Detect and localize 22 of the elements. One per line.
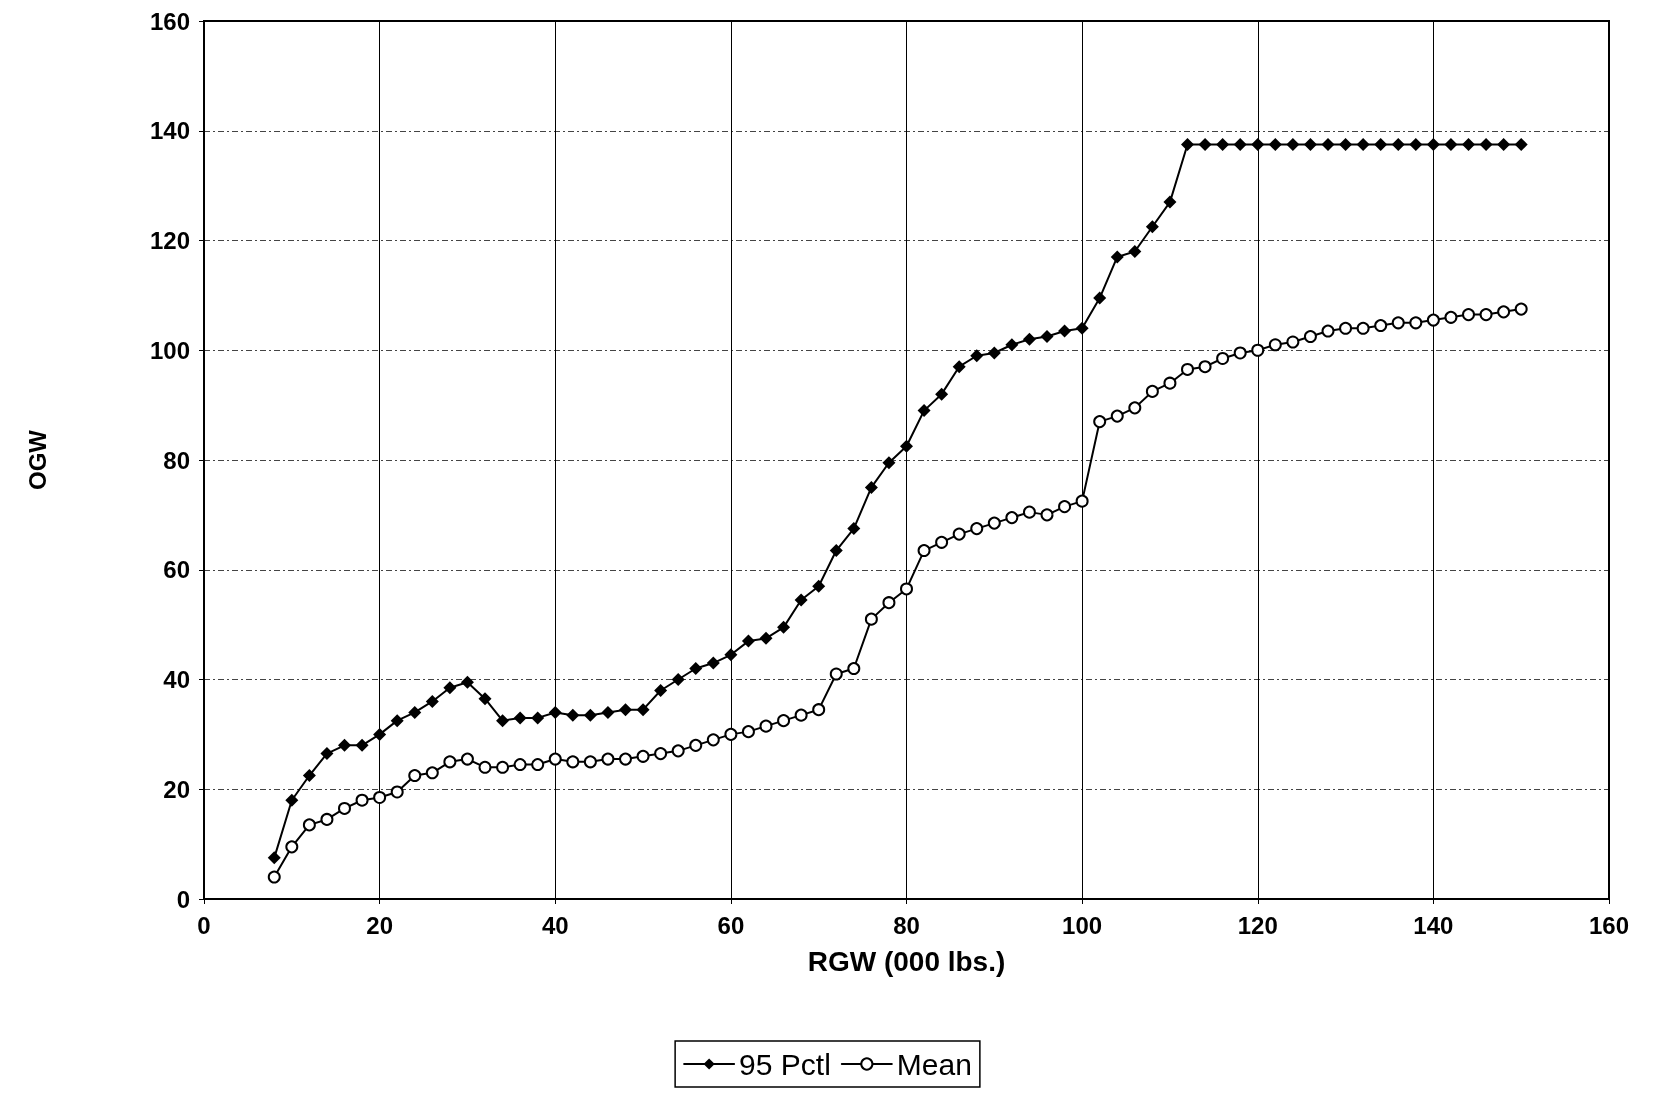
y-tick-label: 20: [163, 775, 190, 803]
x-tick-label: 100: [1062, 911, 1103, 939]
legend-label: Mean: [896, 1047, 972, 1081]
y-tick-label: 80: [163, 446, 190, 474]
y-tick-label: 100: [149, 336, 190, 364]
y-axis-title: OGW: [23, 429, 51, 490]
y-tick-label: 120: [149, 227, 190, 254]
x-tick-label: 120: [1237, 911, 1278, 939]
y-tick-label: 0: [176, 885, 190, 913]
x-tick-label: 80: [893, 911, 920, 939]
x-tick-label: 20: [366, 911, 393, 939]
x-tick-label: 160: [1588, 911, 1630, 939]
y-tick-label: 140: [149, 117, 190, 145]
x-tick-label: 60: [717, 911, 745, 939]
x-axis-title: RGW (000 lbs.): [807, 945, 1006, 977]
y-tick-label: 40: [163, 666, 190, 693]
x-tick-label: 40: [541, 911, 569, 939]
y-tick-label: 160: [149, 7, 190, 35]
legend-label: 95 Pctl: [739, 1047, 831, 1081]
y-tick-label: 60: [163, 556, 190, 584]
x-tick-label: 140: [1413, 911, 1454, 939]
x-tick-label: 0: [197, 911, 211, 939]
